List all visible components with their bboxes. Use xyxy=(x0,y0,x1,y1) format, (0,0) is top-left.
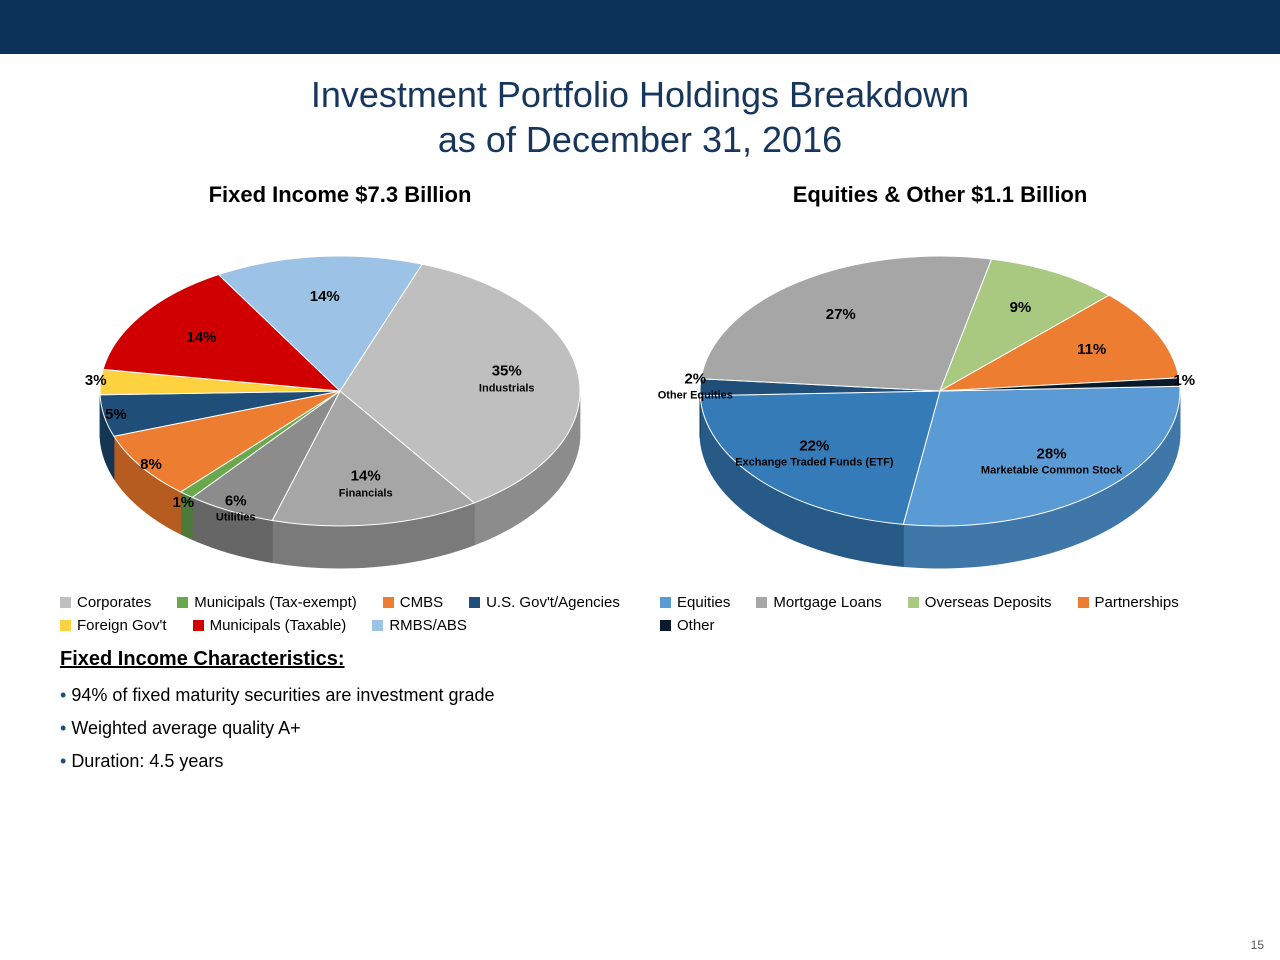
legend-swatch xyxy=(1078,597,1089,608)
legend-label: Foreign Gov't xyxy=(77,617,167,634)
fixed-income-pie: 35%Industrials14%Financials6%Utilities1%… xyxy=(60,226,620,576)
legend-label: Corporates xyxy=(77,594,151,611)
equities-title: Equities & Other $1.1 Billion xyxy=(793,182,1088,208)
legend-item: U.S. Gov't/Agencies xyxy=(469,594,620,611)
legend-label: Overseas Deposits xyxy=(925,594,1052,611)
legend-swatch xyxy=(756,597,767,608)
page-title: Investment Portfolio Holdings Breakdown … xyxy=(0,72,1280,162)
title-line-1: Investment Portfolio Holdings Breakdown xyxy=(0,72,1280,117)
page-number: 15 xyxy=(1251,938,1264,952)
legend-item: Municipals (Tax-exempt) xyxy=(177,594,357,611)
legend-item: Other xyxy=(660,617,715,634)
legend-swatch xyxy=(660,620,671,631)
legend-label: Partnerships xyxy=(1095,594,1179,611)
legend-item: Equities xyxy=(660,594,730,611)
legend-label: U.S. Gov't/Agencies xyxy=(486,594,620,611)
fixed-income-legend: Corporates Municipals (Tax-exempt) CMBS U.S… xyxy=(60,594,620,634)
characteristics-block: Fixed Income Characteristics: 94% of fix… xyxy=(0,634,1280,772)
legend-swatch xyxy=(372,620,383,631)
legend-label: Other xyxy=(677,617,715,634)
equities-pie: 28%Marketable Common Stock22%Exchange Tr… xyxy=(660,226,1220,576)
legend-label: Municipals (Tax-exempt) xyxy=(194,594,357,611)
legend-label: RMBS/ABS xyxy=(389,617,467,634)
fixed-income-title: Fixed Income $7.3 Billion xyxy=(209,182,472,208)
equities-legend: Equities Mortgage Loans Overseas Deposits P… xyxy=(660,594,1220,634)
charts-row: Fixed Income $7.3 Billion 35%Industrials… xyxy=(0,162,1280,634)
legend-item: RMBS/ABS xyxy=(372,617,467,634)
characteristics-list: 94% of fixed maturity securities are inv… xyxy=(60,685,1220,772)
legend-item: Corporates xyxy=(60,594,151,611)
legend-label: Mortgage Loans xyxy=(773,594,881,611)
legend-label: Municipals (Taxable) xyxy=(210,617,347,634)
legend-label: Equities xyxy=(677,594,730,611)
header-bar xyxy=(0,0,1280,54)
legend-swatch xyxy=(660,597,671,608)
legend-swatch xyxy=(177,597,188,608)
characteristics-bullet: Weighted average quality A+ xyxy=(60,718,1220,739)
legend-item: Partnerships xyxy=(1078,594,1179,611)
fixed-income-column: Fixed Income $7.3 Billion 35%Industrials… xyxy=(50,182,630,634)
legend-label: CMBS xyxy=(400,594,443,611)
legend-swatch xyxy=(193,620,204,631)
title-line-2: as of December 31, 2016 xyxy=(0,117,1280,162)
legend-item: Mortgage Loans xyxy=(756,594,881,611)
legend-item: Foreign Gov't xyxy=(60,617,167,634)
legend-swatch xyxy=(469,597,480,608)
legend-swatch xyxy=(908,597,919,608)
legend-item: CMBS xyxy=(383,594,443,611)
characteristics-bullet: 94% of fixed maturity securities are inv… xyxy=(60,685,1220,706)
legend-swatch xyxy=(383,597,394,608)
equities-column: Equities & Other $1.1 Billion 28%Marketa… xyxy=(650,182,1230,634)
legend-swatch xyxy=(60,597,71,608)
legend-item: Overseas Deposits xyxy=(908,594,1052,611)
characteristics-title: Fixed Income Characteristics: xyxy=(60,648,1220,671)
legend-swatch xyxy=(60,620,71,631)
characteristics-bullet: Duration: 4.5 years xyxy=(60,751,1220,772)
legend-item: Municipals (Taxable) xyxy=(193,617,347,634)
